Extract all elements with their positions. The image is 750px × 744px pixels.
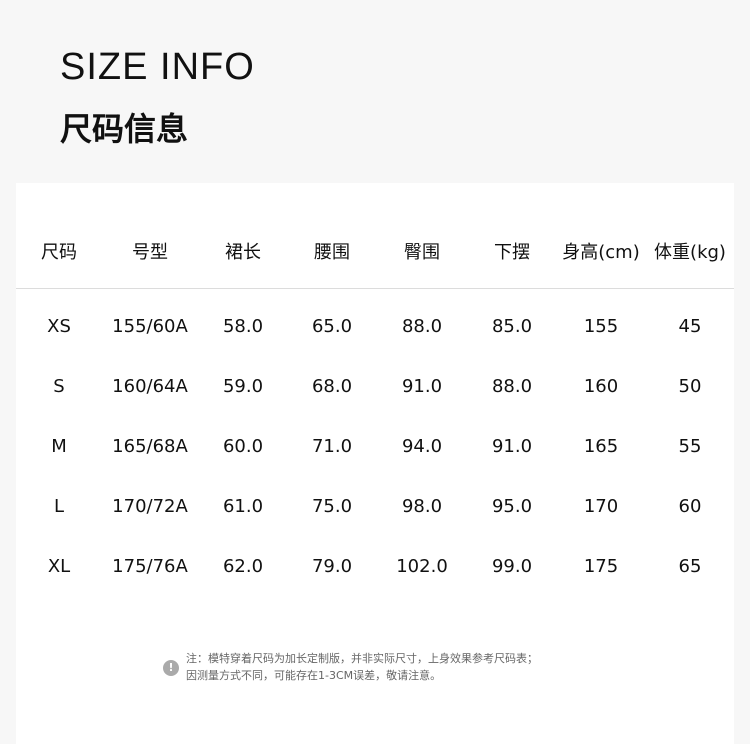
table-cell: 62.0	[222, 556, 264, 577]
table-cell: 170/72A	[112, 496, 188, 517]
title-en: SIZE INFO	[60, 46, 255, 88]
table-cell: M	[51, 436, 67, 457]
table-cell: 85.0	[491, 316, 533, 337]
table-cell: 91.0	[491, 436, 533, 457]
table-cell: 60.0	[222, 436, 264, 457]
column-header: 臀围	[404, 242, 440, 263]
table-row: XS 155/60A 58.0 65.0 88.0 85.0 155 45	[16, 312, 734, 342]
column-header: 体重(kg)	[654, 242, 726, 263]
table-cell: 155/60A	[112, 316, 188, 337]
table-cell: 65	[678, 556, 702, 577]
size-table-card: 尺码 号型 裙长 腰围 臀围 下摆 身高(cm) 体重(kg) XS 155/60A 58.0 65…	[16, 183, 734, 744]
column-header: 号型	[132, 242, 168, 263]
table-cell: 88.0	[401, 316, 443, 337]
table-row: S 160/64A 59.0 68.0 91.0 88.0 160 50	[16, 372, 734, 402]
divider	[16, 288, 734, 289]
table-cell: 45	[678, 316, 702, 337]
note: ! 注：模特穿着尺码为加长定制版，并非实际尺寸，上身效果参考尺码表； 因测量方式…	[163, 650, 538, 684]
title-cn: 尺码信息	[60, 110, 189, 148]
column-header: 下摆	[494, 242, 530, 263]
table-cell: L	[53, 496, 65, 517]
column-header: 尺码	[41, 242, 77, 263]
table-cell: 91.0	[401, 376, 443, 397]
table-cell: 99.0	[491, 556, 533, 577]
table-header: 尺码 号型 裙长 腰围 臀围 下摆 身高(cm) 体重(kg)	[16, 238, 734, 268]
table-cell: 61.0	[222, 496, 264, 517]
table-cell: 98.0	[401, 496, 443, 517]
table-cell: 65.0	[311, 316, 353, 337]
table-cell: 175/76A	[112, 556, 188, 577]
table-cell: 175	[583, 556, 619, 577]
table-cell: S	[53, 376, 65, 397]
table-cell: 75.0	[311, 496, 353, 517]
table-cell: 170	[583, 496, 619, 517]
table-cell: 71.0	[311, 436, 353, 457]
column-header: 裙长	[225, 242, 261, 263]
table-row: M 165/68A 60.0 71.0 94.0 91.0 165 55	[16, 432, 734, 462]
table-cell: 102.0	[396, 556, 448, 577]
table-cell: 88.0	[491, 376, 533, 397]
table-cell: 59.0	[222, 376, 264, 397]
table-cell: 60	[678, 496, 702, 517]
table-cell: 165/68A	[112, 436, 188, 457]
table-cell: 155	[583, 316, 619, 337]
column-header: 身高(cm)	[562, 242, 640, 263]
table-cell: 55	[678, 436, 702, 457]
table-cell: XS	[47, 316, 71, 337]
table-cell: 50	[678, 376, 702, 397]
table-row: L 170/72A 61.0 75.0 98.0 95.0 170 60	[16, 492, 734, 522]
note-line-2: 因测量方式不同，可能存在1-3CM误差，敬请注意。	[186, 669, 442, 682]
table-row: XL 175/76A 62.0 79.0 102.0 99.0 175 65	[16, 552, 734, 582]
table-cell: 95.0	[491, 496, 533, 517]
table-cell: 68.0	[311, 376, 353, 397]
table-cell: 165	[583, 436, 619, 457]
exclamation-circle-icon: !	[163, 660, 179, 676]
table-cell: 79.0	[311, 556, 353, 577]
column-header: 腰围	[314, 242, 350, 263]
table-cell: 58.0	[222, 316, 264, 337]
table-cell: 160/64A	[112, 376, 188, 397]
table-cell: 94.0	[401, 436, 443, 457]
table-cell: 160	[583, 376, 619, 397]
table-cell: XL	[47, 556, 71, 577]
note-line-1: 注：模特穿着尺码为加长定制版，并非实际尺寸，上身效果参考尺码表；	[186, 652, 538, 665]
